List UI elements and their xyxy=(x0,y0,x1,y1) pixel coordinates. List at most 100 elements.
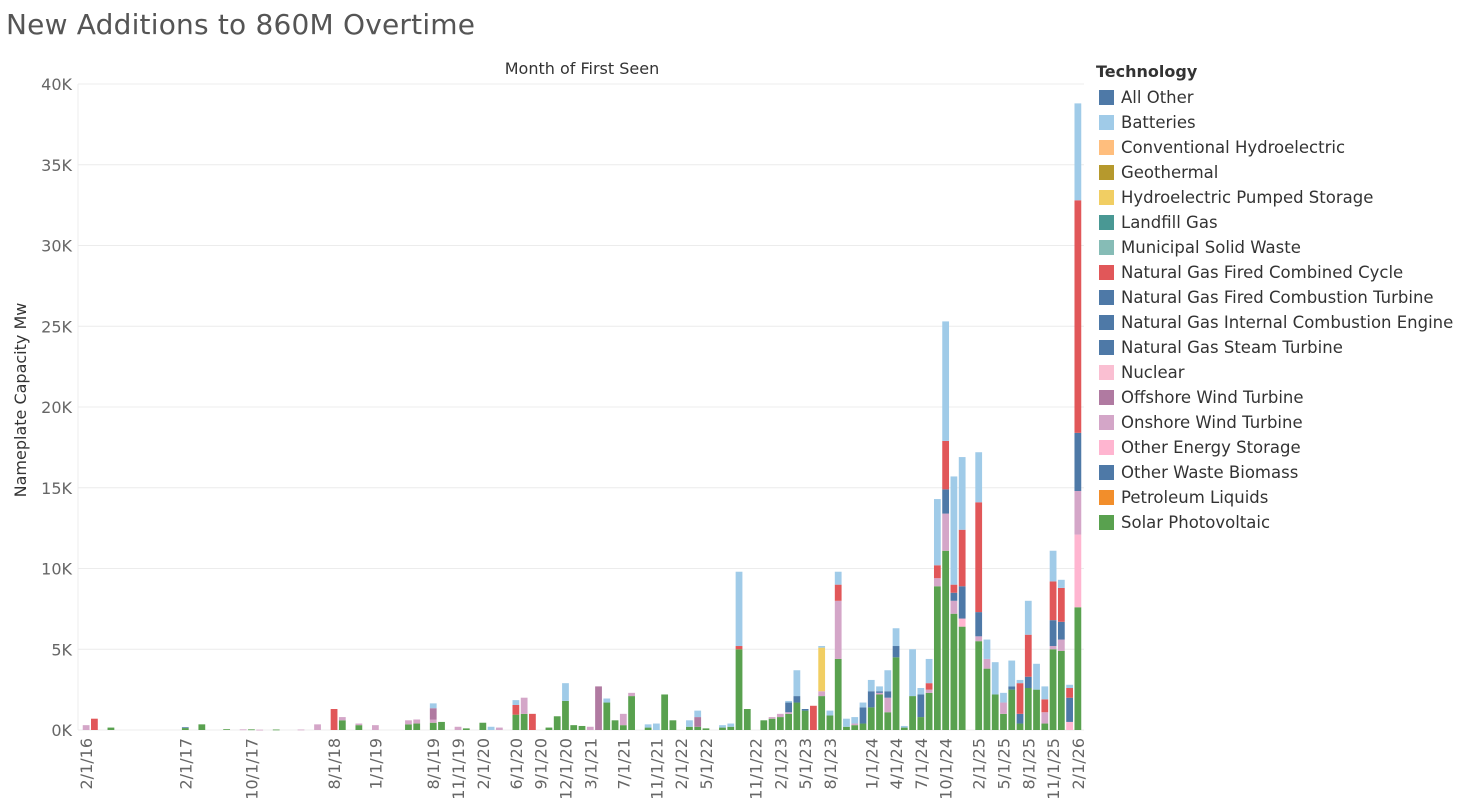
bar-segment xyxy=(413,723,421,730)
legend-label: Landfill Gas xyxy=(1121,213,1218,232)
bar-segment xyxy=(661,694,669,730)
bar-segment xyxy=(1066,697,1073,722)
bar-2-1-26 xyxy=(1074,103,1082,730)
bar-segment xyxy=(834,658,842,730)
bar-segment xyxy=(900,727,908,730)
bar-segment xyxy=(1016,683,1024,714)
bar-segment xyxy=(702,728,710,730)
bar-segment xyxy=(834,571,842,585)
legend-item[interactable]: Onshore Wind Turbine xyxy=(1096,410,1453,435)
bar-segment xyxy=(884,712,892,730)
bar-8-1-18 xyxy=(330,709,338,730)
bar-segment xyxy=(1024,676,1032,689)
bar-2-1-20 xyxy=(479,722,487,730)
bar-8-1-24 xyxy=(925,658,933,730)
bar-segment xyxy=(454,726,462,730)
bar-segment xyxy=(1033,663,1040,690)
legend-item[interactable]: Natural Gas Steam Turbine xyxy=(1096,335,1453,360)
bar-segment xyxy=(975,612,983,637)
legend-item[interactable]: Municipal Solid Waste xyxy=(1096,235,1453,260)
bar-11-1-17 xyxy=(256,729,264,731)
legend-item[interactable]: Batteries xyxy=(1096,110,1453,135)
bar-3-1-23 xyxy=(785,700,792,730)
bar-segment xyxy=(917,717,925,730)
bar-segment xyxy=(793,702,801,730)
bar-2-1-21 xyxy=(578,725,586,730)
x-tick-label: 12/1/20 xyxy=(556,738,575,800)
bar-segment xyxy=(776,713,784,718)
legend-item[interactable]: Other Waste Biomass xyxy=(1096,460,1453,485)
bar-segment xyxy=(950,476,958,585)
legend-swatch xyxy=(1099,515,1114,530)
bar-segment xyxy=(181,728,189,730)
bar-segment xyxy=(413,719,421,724)
bar-segment xyxy=(743,709,751,730)
legend-swatch xyxy=(1099,165,1114,180)
legend-item[interactable]: Natural Gas Fired Combined Cycle xyxy=(1096,260,1453,285)
bar-segment xyxy=(843,718,850,727)
legend-label: Nuclear xyxy=(1121,363,1185,382)
bar-segment xyxy=(867,691,875,708)
bar-8-1-25 xyxy=(1024,600,1032,730)
legend-label: All Other xyxy=(1121,88,1194,107)
bar-segment xyxy=(338,717,346,721)
bar-8-1-19 xyxy=(429,703,437,730)
legend-label: Natural Gas Steam Turbine xyxy=(1121,338,1343,357)
bar-segment xyxy=(892,628,900,647)
legend-item[interactable]: Solar Photovoltaic xyxy=(1096,510,1453,535)
bar-segment xyxy=(735,646,743,650)
x-tick-label: 7/1/21 xyxy=(614,738,633,790)
bar-segment xyxy=(818,647,826,692)
legend-item[interactable]: Petroleum Liquids xyxy=(1096,485,1453,510)
bar-9-1-17 xyxy=(239,729,247,731)
bar-7-1-17 xyxy=(223,729,231,730)
bar-5-1-16 xyxy=(107,727,115,730)
bar-segment xyxy=(958,586,966,619)
bar-segment xyxy=(1024,600,1032,635)
bar-segment xyxy=(1041,686,1049,700)
bar-9-1-25 xyxy=(1033,663,1040,730)
bar-4-1-20 xyxy=(495,727,503,730)
bar-12-1-24 xyxy=(958,457,966,730)
bar-7-1-25 xyxy=(1016,679,1024,730)
bar-1-1-22 xyxy=(669,720,677,730)
bar-segment xyxy=(818,696,826,730)
bar-10-1-24 xyxy=(942,321,950,730)
bar-segment xyxy=(727,723,735,727)
bar-4-1-21 xyxy=(595,686,602,730)
legend-item[interactable]: Conventional Hydroelectric xyxy=(1096,135,1453,160)
legend-item[interactable]: Natural Gas Internal Combustion Engine xyxy=(1096,310,1453,335)
bar-segment xyxy=(223,729,231,730)
bar-segment xyxy=(520,713,528,730)
legend-item[interactable]: Hydroelectric Pumped Storage xyxy=(1096,185,1453,210)
bar-segment xyxy=(859,707,867,724)
legend-swatch xyxy=(1099,465,1114,480)
legend-item[interactable]: Landfill Gas xyxy=(1096,210,1453,235)
bar-segment xyxy=(917,688,925,695)
legend-item[interactable]: Offshore Wind Turbine xyxy=(1096,385,1453,410)
bar-segment xyxy=(512,704,520,715)
bar-segment xyxy=(958,529,966,587)
legend-item[interactable]: Natural Gas Fired Combustion Turbine xyxy=(1096,285,1453,310)
legend-item[interactable]: Other Energy Storage xyxy=(1096,435,1453,460)
bar-segment xyxy=(1041,723,1049,730)
bar-segment xyxy=(991,694,999,730)
x-tick-label: 1/1/24 xyxy=(862,738,881,790)
legend-item[interactable]: All Other xyxy=(1096,85,1453,110)
legend-label: Solar Photovoltaic xyxy=(1121,513,1271,532)
legend-item[interactable]: Geothermal xyxy=(1096,160,1453,185)
bar-segment xyxy=(958,626,966,730)
bar-segment xyxy=(545,727,553,730)
legend-item[interactable]: Nuclear xyxy=(1096,360,1453,385)
bar-segment xyxy=(91,718,98,730)
bar-8-1-22 xyxy=(727,723,735,730)
bar-12-1-22 xyxy=(760,720,768,730)
legend-swatch xyxy=(1099,215,1114,230)
bar-segment xyxy=(834,584,842,601)
bar-segment xyxy=(983,668,991,730)
legend-label: Offshore Wind Turbine xyxy=(1121,388,1304,407)
x-tick-label: 10/1/24 xyxy=(937,738,956,800)
bar-segment xyxy=(958,618,966,627)
bar-segment xyxy=(644,727,652,730)
bar-segment xyxy=(611,720,619,730)
